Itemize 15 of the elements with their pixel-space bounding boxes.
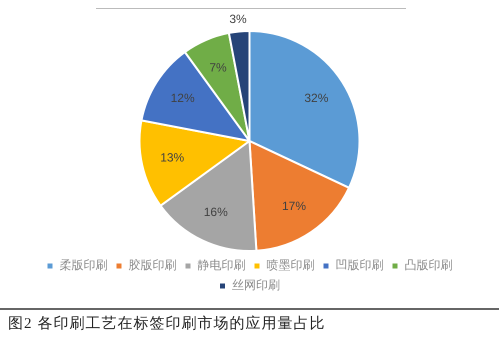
data-label: 13% xyxy=(160,150,185,165)
text: 图2 各印刷工艺在标签印刷市场的应用量占比 xyxy=(8,314,326,333)
data-label: 16% xyxy=(204,204,228,219)
data-label: 32% xyxy=(304,90,329,105)
legend-label: 凸版印刷 xyxy=(404,258,452,272)
data-label: 7% xyxy=(209,60,228,75)
data-label: 17% xyxy=(282,198,306,213)
legend-label: 丝网印刷 xyxy=(232,278,280,292)
data-label: 3% xyxy=(229,12,248,26)
legend-label: 喷墨印刷 xyxy=(266,258,314,272)
legend-label: 柔版印刷 xyxy=(60,258,108,272)
data-label: 12% xyxy=(170,90,195,105)
legend-label: 静电印刷 xyxy=(198,258,246,272)
legend-label: 凹版印刷 xyxy=(336,258,384,272)
legend-label: 胶版印刷 xyxy=(128,258,176,272)
